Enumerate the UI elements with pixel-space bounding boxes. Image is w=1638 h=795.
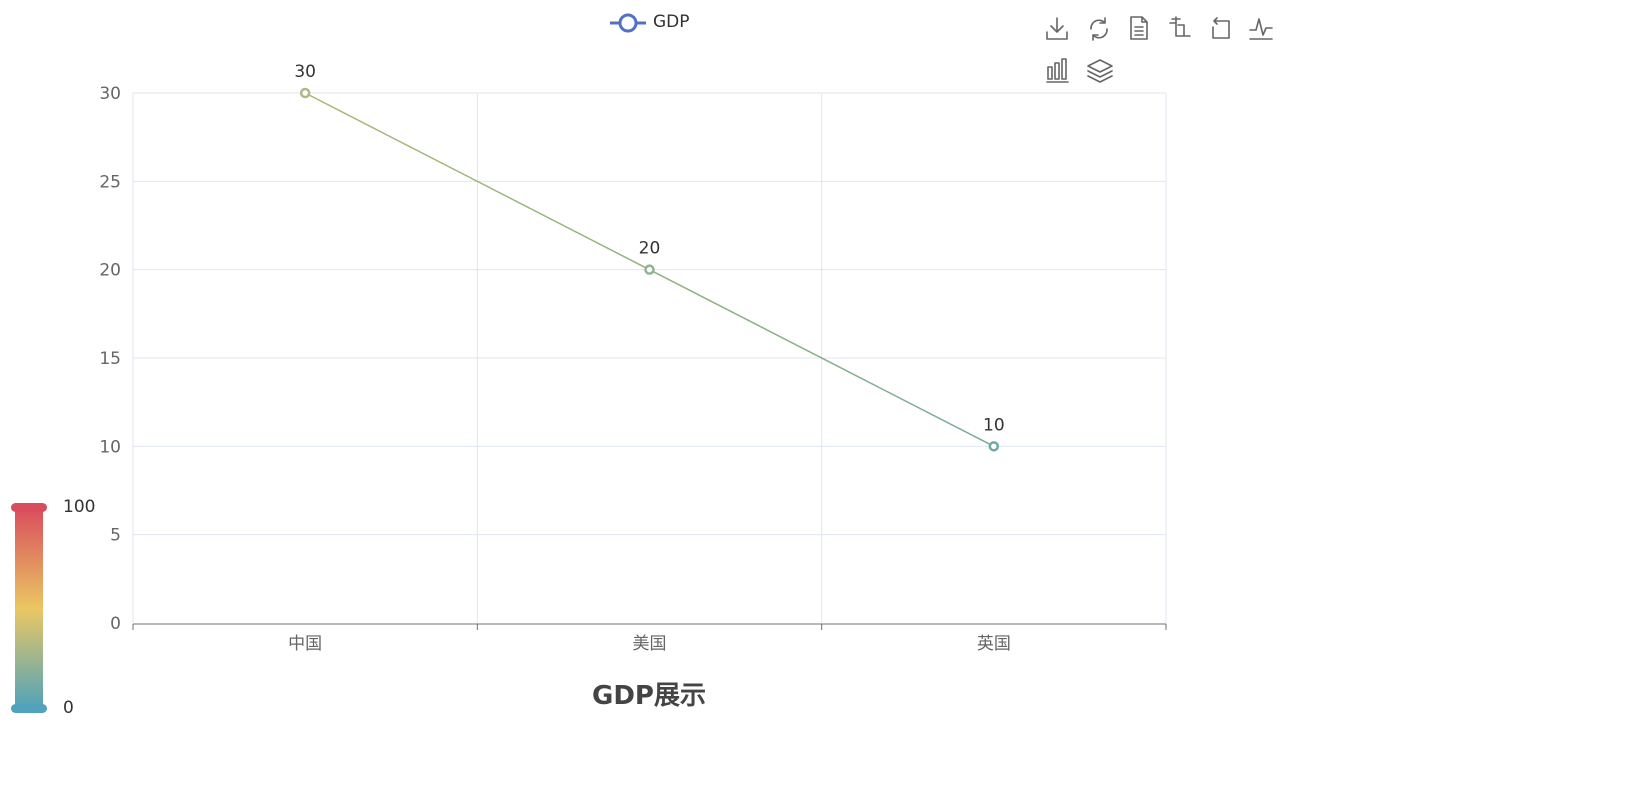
toolbox: [1046, 16, 1273, 83]
legend-marker-icon: [618, 13, 638, 33]
y-tick-label: 15: [99, 349, 121, 369]
y-tick-label: 5: [110, 526, 121, 546]
series-gdp: 30 20 10: [294, 62, 1005, 452]
download-icon[interactable]: [1046, 17, 1068, 40]
y-tick-label: 0: [110, 614, 121, 634]
stack-icon[interactable]: [1087, 59, 1113, 83]
refresh-icon[interactable]: [1090, 17, 1108, 41]
visual-map-bottom-handle[interactable]: [11, 704, 47, 713]
y-tick-label: 25: [99, 172, 121, 192]
y-tick-label: 30: [99, 84, 121, 104]
data-point: [988, 441, 1000, 452]
y-tick-label: 20: [99, 261, 121, 281]
data-point: [644, 264, 655, 275]
y-axis: 0 5 10 15 20 25 30: [99, 84, 121, 634]
visual-map-min-label: 0: [63, 698, 74, 718]
line-chart-icon[interactable]: [1249, 18, 1273, 40]
plot-grid: [132, 92, 1167, 623]
x-tick-label: 中国: [288, 634, 322, 654]
visual-map-max-label: 100: [63, 497, 95, 517]
visual-map-bar: [15, 509, 43, 709]
x-tick-label: 英国: [977, 634, 1011, 654]
visual-map-top-handle[interactable]: [11, 503, 47, 512]
y-tick-label: 10: [99, 437, 121, 457]
data-label: 30: [294, 62, 316, 82]
x-axis: 中国 美国 英国: [132, 623, 1167, 654]
zoom-reset-icon[interactable]: [1212, 17, 1230, 39]
bar-chart-icon[interactable]: [1046, 58, 1069, 83]
visual-map[interactable]: 100 0: [11, 497, 95, 718]
zoom-icon[interactable]: [1169, 16, 1191, 37]
data-label: 20: [639, 239, 661, 259]
data-point: [299, 87, 311, 99]
legend[interactable]: GDP: [610, 12, 690, 33]
data-label: 10: [983, 415, 1005, 435]
x-tick-label: 美国: [633, 634, 667, 654]
data-view-icon[interactable]: [1130, 16, 1148, 40]
legend-label: GDP: [653, 12, 690, 32]
chart-title: GDP展示: [592, 681, 706, 711]
